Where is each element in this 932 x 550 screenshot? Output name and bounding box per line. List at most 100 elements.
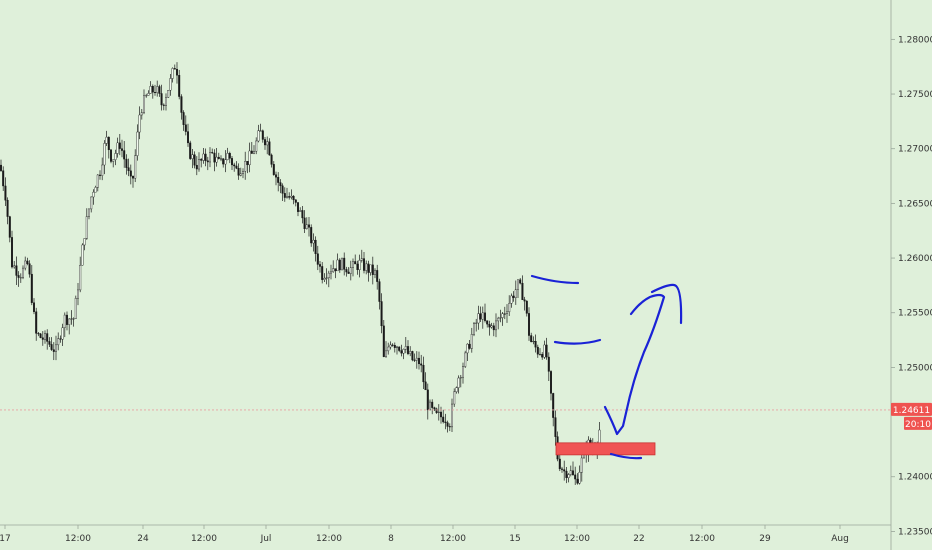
annotation-projected-path[interactable] <box>603 283 683 436</box>
candle <box>486 320 489 328</box>
candle-body <box>123 150 126 160</box>
candle <box>22 265 25 280</box>
candle <box>213 149 216 172</box>
candle-body <box>354 261 357 265</box>
candle <box>92 189 95 205</box>
candle <box>239 167 242 177</box>
candle <box>167 89 170 98</box>
candle-body <box>134 155 137 179</box>
candle-body <box>171 68 174 79</box>
annotation-arc-upper[interactable] <box>530 274 580 285</box>
candle <box>356 260 359 275</box>
candle <box>217 152 220 160</box>
candle <box>330 264 333 280</box>
candle <box>15 256 18 285</box>
candle-body <box>235 165 238 169</box>
candle-body <box>79 265 82 291</box>
candle <box>279 179 282 194</box>
candle-body <box>173 68 176 70</box>
candle-body <box>277 176 280 183</box>
candle-body <box>512 295 515 298</box>
candle-body <box>118 142 121 149</box>
candle <box>2 166 5 191</box>
candle <box>378 278 381 310</box>
candle <box>345 266 348 277</box>
candle <box>182 110 185 131</box>
candle-body <box>301 210 304 219</box>
candle-body <box>387 346 390 352</box>
candle <box>402 348 405 360</box>
candle <box>277 172 280 192</box>
candle <box>503 306 506 320</box>
candle <box>17 271 20 287</box>
candle <box>164 93 167 111</box>
candle <box>323 273 326 283</box>
candle <box>391 343 394 347</box>
candle <box>365 260 368 275</box>
candle-body <box>528 313 531 336</box>
candle <box>169 73 172 96</box>
candle-body <box>237 167 240 176</box>
candle-body <box>30 273 33 303</box>
candle-body <box>191 154 194 159</box>
candle <box>83 238 86 251</box>
candle <box>39 333 42 339</box>
candle-body <box>561 468 564 470</box>
candle <box>74 295 77 319</box>
candle-body <box>230 158 233 166</box>
y-tick-label: 1.25000 <box>898 363 932 373</box>
candle-body <box>70 318 73 320</box>
candle <box>576 473 579 485</box>
candle <box>308 216 311 237</box>
candle-body <box>437 411 440 413</box>
candle <box>563 460 566 481</box>
candle <box>68 318 71 335</box>
candle <box>347 267 350 274</box>
candle-body <box>420 363 423 366</box>
candle <box>477 305 480 330</box>
candle <box>103 140 106 175</box>
candle-body <box>407 346 410 354</box>
annotation-arc-lower[interactable] <box>609 452 643 460</box>
candle <box>215 148 218 167</box>
candle-body <box>440 411 443 418</box>
candle-body <box>321 266 324 280</box>
candle-body <box>160 93 163 106</box>
candle <box>352 258 355 277</box>
x-tick-label: 12:00 <box>564 534 590 544</box>
x-tick-label: 17 <box>0 534 11 544</box>
x-tick-label: 12:00 <box>689 534 715 544</box>
support-zone-rect[interactable] <box>555 442 656 456</box>
candle-body <box>50 344 53 350</box>
candle-body <box>325 277 328 279</box>
candle-body <box>429 401 432 411</box>
candle-body <box>213 152 216 163</box>
candle-body <box>475 322 478 324</box>
candle <box>514 280 517 305</box>
candle-body <box>13 265 16 268</box>
candle <box>358 254 361 278</box>
candle-body <box>83 238 86 246</box>
candle <box>290 189 293 200</box>
candle <box>250 141 253 154</box>
candle <box>226 147 229 161</box>
candle-body <box>275 174 278 178</box>
candle-body <box>41 337 44 340</box>
last-price-badge[interactable]: 1.24611 20:10 <box>891 402 932 430</box>
candle <box>186 123 189 147</box>
annotation-arc-middle[interactable] <box>553 338 602 345</box>
candle <box>65 311 68 331</box>
candle <box>464 350 467 368</box>
last-price-box <box>891 402 932 416</box>
candle-body <box>264 139 267 146</box>
candle <box>580 453 583 482</box>
candle-body <box>255 140 258 152</box>
candle <box>6 197 9 225</box>
candle-body <box>349 267 352 274</box>
candle-body <box>382 325 385 357</box>
candle <box>327 270 330 288</box>
candle <box>138 106 141 140</box>
candle-body <box>360 258 363 261</box>
candle-body <box>76 289 79 299</box>
